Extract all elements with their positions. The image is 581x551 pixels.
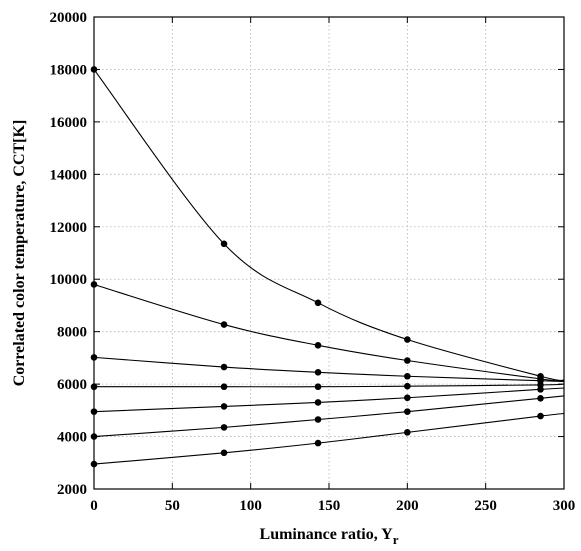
data-point (220, 363, 228, 371)
x-tick-label: 100 (239, 498, 262, 514)
data-point (220, 424, 228, 431)
x-axis-label: Luminance ratio, Yr (260, 526, 399, 547)
data-point (404, 382, 411, 390)
data-point (314, 439, 322, 447)
y-tick-label: 6000 (57, 377, 87, 393)
data-point (404, 357, 411, 364)
data-point (314, 383, 322, 391)
data-point (314, 342, 322, 349)
data-point (220, 383, 228, 391)
y-tick-label: 2000 (57, 482, 87, 498)
y-tick-label: 12000 (50, 220, 88, 236)
data-point (314, 416, 322, 423)
y-axis-label: Correlated color temperature, CCT[K] (11, 120, 28, 387)
data-point (404, 336, 411, 343)
series-line-2 (93, 283, 565, 382)
x-tick-label: 0 (90, 498, 98, 514)
x-tick-label: 150 (318, 498, 341, 514)
data-point (220, 240, 228, 248)
data-point (314, 399, 322, 406)
x-tick-label: 300 (553, 498, 576, 514)
y-tick-label: 18000 (50, 62, 88, 78)
data-point (220, 321, 228, 328)
data-point (220, 403, 228, 410)
y-tick-label: 20000 (50, 10, 88, 26)
data-point (314, 369, 322, 376)
y-tick-label: 16000 (50, 115, 88, 131)
x-tick-label: 250 (474, 498, 497, 514)
data-point (537, 412, 544, 420)
data-point (314, 299, 322, 307)
y-tick-label: 8000 (57, 325, 87, 341)
data-point (537, 394, 544, 402)
series-group (90, 66, 565, 468)
data-point (404, 372, 411, 380)
data-point (404, 408, 411, 415)
y-tick-label: 10000 (50, 272, 88, 288)
y-tick-label: 14000 (50, 167, 88, 183)
data-point (404, 429, 411, 436)
series-line-5 (93, 387, 565, 413)
x-tick-label: 200 (396, 498, 419, 514)
data-point (404, 394, 411, 402)
data-point (537, 386, 544, 393)
y-tick-label: 4000 (57, 430, 87, 446)
axes: 0 50 100 150 200 250 300 2000 4000 6000 8000 10000 1… (50, 10, 576, 514)
data-point (220, 449, 228, 457)
x-tick-label: 50 (165, 498, 180, 514)
